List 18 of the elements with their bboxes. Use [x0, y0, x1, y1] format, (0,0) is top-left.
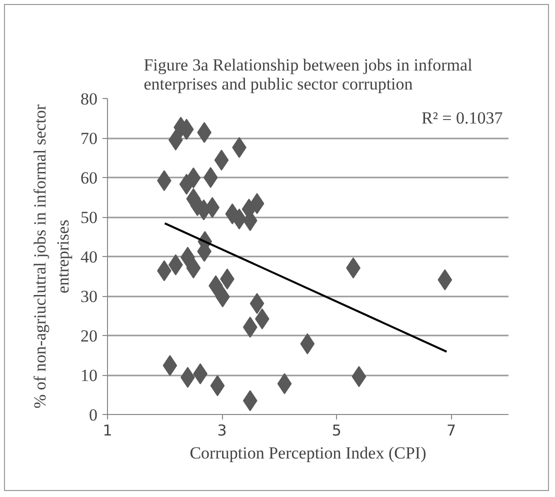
y-tick-label: 0 [89, 406, 98, 424]
y-tick-label: 30 [80, 287, 98, 306]
point [203, 167, 218, 188]
annotation: R² = 0.1037 [422, 108, 504, 128]
x-axis-title: Corruption Perception Index (CPI) [190, 444, 426, 462]
chart-title: Figure 3a Relationship between jobs in informal enterprises and public sector corruption [144, 56, 473, 94]
y-tick-label: 60 [80, 168, 98, 188]
y-tick-label: 80 [80, 90, 98, 108]
x-tick-label: 7 [446, 422, 456, 440]
y-tick-label: 70 [80, 129, 98, 148]
y-axis-title: % of non-agriuclutral jobs in informal sector entreprises [30, 104, 72, 409]
y-tick-label: 20 [80, 326, 98, 346]
x-tick-label: 5 [332, 422, 342, 440]
y-tick-label: 40 [80, 248, 98, 266]
y-tick-label: 50 [80, 208, 98, 227]
y-tick-label: 10 [80, 366, 98, 385]
x-tick-label: 3 [217, 422, 227, 440]
x-tick-label: 1 [102, 422, 112, 440]
